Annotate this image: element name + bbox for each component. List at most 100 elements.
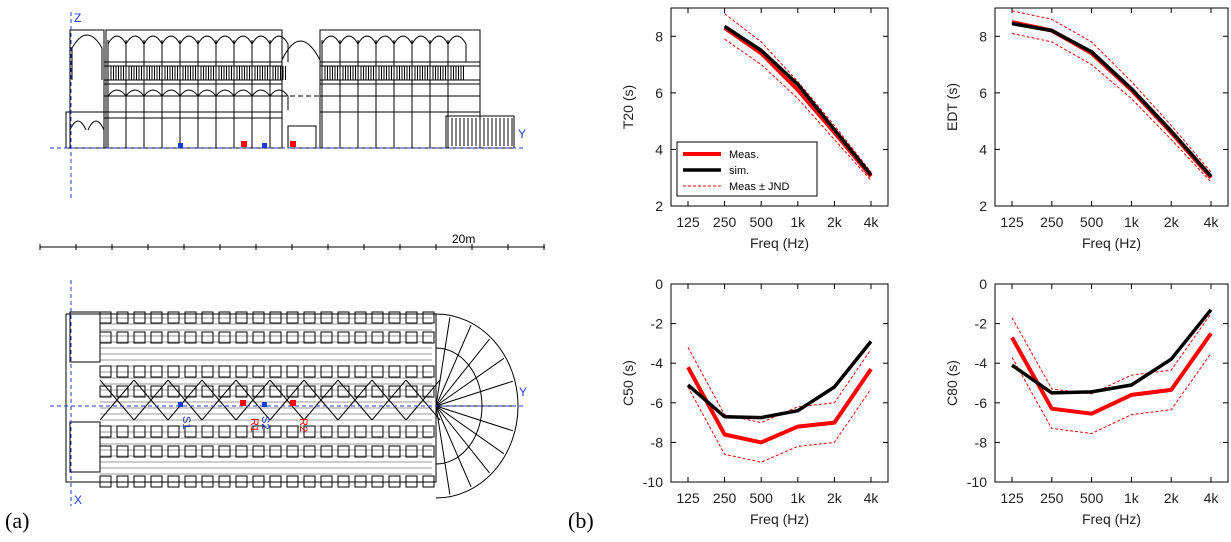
apse-radial-rib — [435, 324, 472, 407]
pier — [354, 475, 367, 488]
series-line-sim — [1011, 21, 1213, 178]
legend-label-sim: sim. — [729, 165, 749, 177]
vault-rib — [371, 379, 407, 421]
clerestory-arch — [143, 35, 163, 62]
pier — [354, 385, 367, 398]
pier — [337, 445, 350, 458]
pier — [286, 331, 299, 344]
x-tick-label: 2k — [1164, 490, 1180, 506]
x-tick-label: 1k — [790, 490, 806, 506]
series-line-jnd — [1011, 353, 1212, 434]
x-tick-label: 4k — [1204, 490, 1220, 506]
pier — [116, 385, 129, 398]
pier — [235, 475, 248, 488]
charts-grid: 2 4 6 8 125 250 500 1k 2k 4k Freq (Hz) T20 (s) Meas.… — [620, 7, 1229, 527]
pier — [99, 331, 112, 344]
s2-label: S2 — [259, 416, 271, 429]
plot-area — [994, 283, 1229, 483]
pier — [99, 365, 112, 378]
panel-a-label: (a) — [5, 508, 30, 533]
x-tick-label: 4k — [864, 490, 880, 506]
pier — [116, 445, 129, 458]
y-tick-label: 6 — [979, 85, 987, 101]
pier — [133, 425, 146, 438]
x-tick-label: 2k — [827, 214, 843, 230]
pier — [184, 331, 197, 344]
x-axis-label: X — [74, 493, 82, 507]
pier — [337, 475, 350, 488]
elevation-linework — [65, 29, 515, 149]
pier — [133, 311, 146, 324]
clerestory-arch — [179, 35, 199, 62]
crossing-arch — [281, 40, 321, 148]
x-axis-title: Freq (Hz) — [750, 235, 809, 251]
pier — [150, 425, 163, 438]
x-axis-title: Freq (Hz) — [1082, 235, 1141, 251]
pier — [286, 365, 299, 378]
x-tick-label: 500 — [1080, 490, 1104, 506]
vault-rib — [99, 379, 135, 421]
pier — [388, 385, 401, 398]
pier — [269, 311, 282, 324]
pier — [99, 445, 112, 458]
pier — [320, 425, 333, 438]
pier — [218, 425, 231, 438]
y-tick-label: -4 — [975, 355, 988, 371]
pier — [133, 365, 146, 378]
triforium-arch — [107, 89, 127, 110]
pier — [422, 365, 435, 378]
triforium-arch — [215, 89, 235, 110]
pier — [218, 475, 231, 488]
y-tick-label: -2 — [651, 316, 664, 332]
triforium-arch — [251, 89, 271, 110]
pier — [422, 311, 435, 324]
pier — [167, 445, 180, 458]
pier — [99, 475, 112, 488]
apse-outline — [435, 313, 519, 499]
x-tick-label: 125 — [1000, 490, 1024, 506]
pier — [371, 311, 384, 324]
series-line-meas — [1010, 332, 1213, 416]
y-tick-label: 8 — [655, 28, 663, 44]
x-tick-label: 1k — [1124, 490, 1140, 506]
r2-marker — [290, 400, 296, 406]
apse-radial-rib — [435, 405, 514, 432]
pier — [388, 425, 401, 438]
clerestory-arch — [251, 35, 271, 62]
scale-bar: 20m — [39, 232, 545, 250]
pier — [235, 425, 248, 438]
pier — [303, 445, 316, 458]
pier — [286, 425, 299, 438]
y-tick-label: 4 — [979, 141, 987, 157]
pier — [405, 331, 418, 344]
pier — [371, 365, 384, 378]
series-line-jnd — [687, 347, 872, 424]
x-axis-title: Freq (Hz) — [1082, 511, 1141, 527]
apse-radial-rib — [435, 405, 451, 495]
x-tick-label: 250 — [713, 214, 737, 230]
pier — [303, 475, 316, 488]
pier — [252, 445, 265, 458]
series-line-meas — [686, 366, 873, 445]
receiver-marker — [241, 141, 247, 147]
pier — [133, 331, 146, 344]
triforium-arch — [233, 89, 253, 110]
pier — [252, 475, 265, 488]
x-tick-label: 2k — [827, 490, 843, 506]
west-tower-plan-north — [69, 311, 101, 363]
pier — [337, 311, 350, 324]
pier — [337, 425, 350, 438]
pier — [184, 385, 197, 398]
chart-1: 2 4 6 8 125 250 500 1k 2k 4k Freq (Hz) EDT (s) — [944, 7, 1229, 251]
clerestory-arch — [197, 35, 217, 62]
pier — [116, 475, 129, 488]
pier — [235, 331, 248, 344]
x-tick-label: 125 — [676, 214, 700, 230]
pier — [422, 445, 435, 458]
pier — [371, 475, 384, 488]
pier — [150, 385, 163, 398]
pier — [320, 331, 333, 344]
y-axis-title: EDT (s) — [944, 83, 960, 131]
series-line-jnd — [1011, 313, 1212, 395]
pier — [422, 475, 435, 488]
